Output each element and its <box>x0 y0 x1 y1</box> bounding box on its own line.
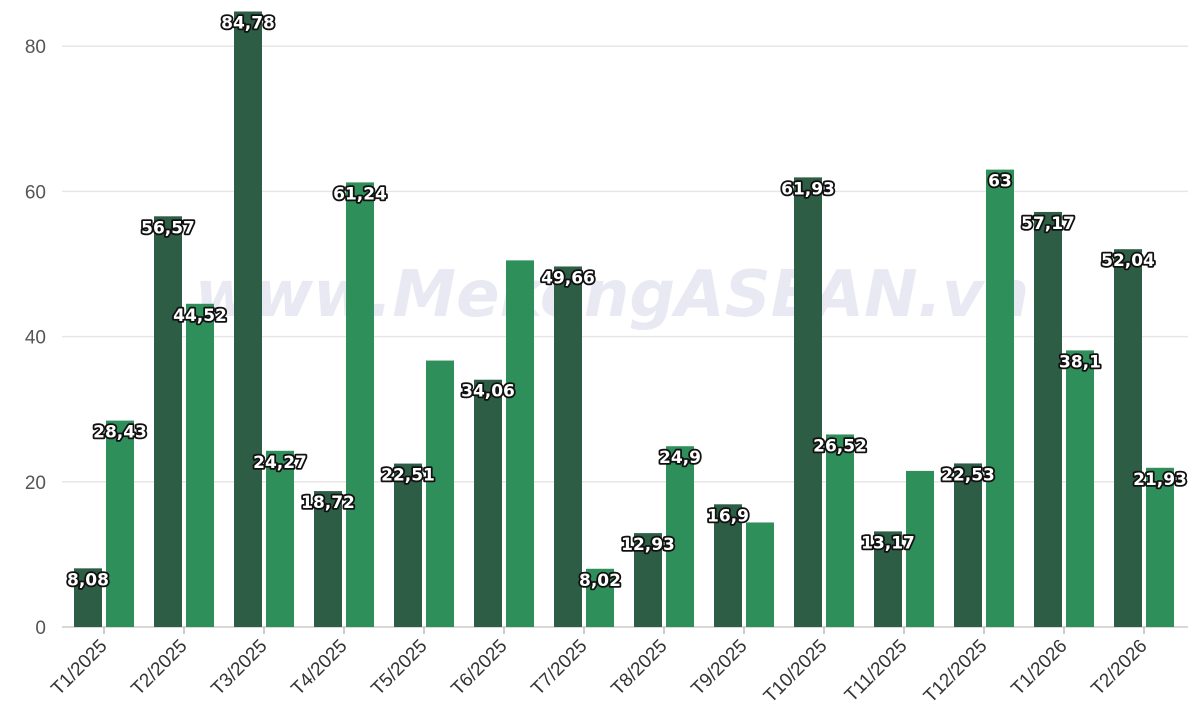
data-label: 28,43 <box>93 423 147 443</box>
bar-series-2 <box>346 182 374 628</box>
data-label: 38,1 <box>1059 352 1101 372</box>
data-label: 8,02 <box>579 571 621 591</box>
data-labels: 8,08 28,43 56,57 44,52 84,78 24,27 18,72 61,24 2… <box>65 12 1188 593</box>
bar-series-1 <box>474 379 502 627</box>
bar-series-2 <box>906 470 934 627</box>
x-tick-label: T4/2025 <box>287 636 351 700</box>
bar-series-2 <box>826 434 854 627</box>
x-tick-label: T3/2025 <box>207 636 271 700</box>
data-label: 56,57 <box>141 218 195 238</box>
bar-series-1 <box>714 504 742 627</box>
bar-series-2 <box>746 522 774 627</box>
bar-series-1 <box>314 491 342 627</box>
bar-series-1 <box>1114 249 1142 627</box>
watermark-text: www.MekongASEAN.vn <box>195 258 1029 332</box>
y-tick-label: 20 <box>25 473 46 494</box>
bar-series-1 <box>74 568 102 627</box>
bar-series-2 <box>186 303 214 627</box>
y-tick-label: 60 <box>25 182 46 203</box>
x-tick-label: T11/2025 <box>841 636 912 707</box>
data-label: 16,9 <box>707 506 749 526</box>
x-tick-label: T1/2026 <box>1007 636 1071 700</box>
bar-series-1 <box>1034 211 1062 627</box>
data-label: 34,06 <box>461 382 515 402</box>
x-tick-label: T6/2025 <box>447 636 511 700</box>
data-label: 84,78 <box>221 13 275 33</box>
y-tick-label: 40 <box>25 328 46 349</box>
data-label: 8,08 <box>67 570 109 590</box>
bar-series-2 <box>586 568 614 627</box>
x-tick-label: T9/2025 <box>687 636 751 700</box>
bar-series-2 <box>506 260 534 627</box>
data-label: 61,24 <box>333 184 387 204</box>
x-tick-label: T1/2025 <box>47 636 111 700</box>
x-tick-label: T2/2026 <box>1087 636 1151 700</box>
x-tick-label: T12/2025 <box>920 636 992 708</box>
x-tick-label: T7/2025 <box>527 636 591 700</box>
data-label: 13,17 <box>861 533 915 553</box>
x-axis: T1/2025 T2/2025 T3/2025 T4/2025 T5/2025 T6/20… <box>47 627 1152 708</box>
data-label: 12,93 <box>621 535 675 555</box>
data-label: 49,66 <box>541 268 595 288</box>
bar-series-2 <box>666 446 694 627</box>
data-label: 24,27 <box>253 453 307 473</box>
data-label: 63 <box>988 172 1012 192</box>
data-label: 57,17 <box>1021 214 1075 234</box>
bar-series-1 <box>154 216 182 627</box>
bar-series-1 <box>874 531 902 627</box>
bar-series-2 <box>1066 350 1094 627</box>
bar-series-1 <box>634 533 662 627</box>
data-label: 21,93 <box>1133 470 1187 490</box>
bar-series-1 <box>794 177 822 628</box>
bar-series-1 <box>954 463 982 627</box>
y-tick-label: 0 <box>35 618 46 639</box>
bar-series-2 <box>106 420 134 627</box>
data-label: 26,52 <box>813 436 867 456</box>
data-label: 44,52 <box>173 306 227 326</box>
data-label: 18,72 <box>301 493 355 513</box>
x-tick-label: T2/2025 <box>127 636 191 700</box>
bars <box>74 11 1174 628</box>
x-tick-label: T8/2025 <box>607 636 671 700</box>
data-label: 61,93 <box>781 179 835 199</box>
y-axis: 0 20 40 60 80 <box>25 37 46 639</box>
bar-series-2 <box>986 169 1014 627</box>
bar-series-1 <box>234 11 262 628</box>
x-tick-label: T10/2025 <box>760 636 832 708</box>
bar-series-2 <box>426 360 454 627</box>
bar-series-2 <box>1146 467 1174 627</box>
bar-series-1 <box>394 463 422 627</box>
bar-series-2 <box>266 450 294 627</box>
x-tick-label: T5/2025 <box>367 636 431 700</box>
data-label: 52,04 <box>1101 251 1155 271</box>
bar-series-1 <box>554 266 582 627</box>
data-label: 22,53 <box>941 465 995 485</box>
y-tick-label: 80 <box>25 37 46 58</box>
data-label: 22,51 <box>381 466 435 486</box>
data-label: 24,9 <box>659 448 701 468</box>
